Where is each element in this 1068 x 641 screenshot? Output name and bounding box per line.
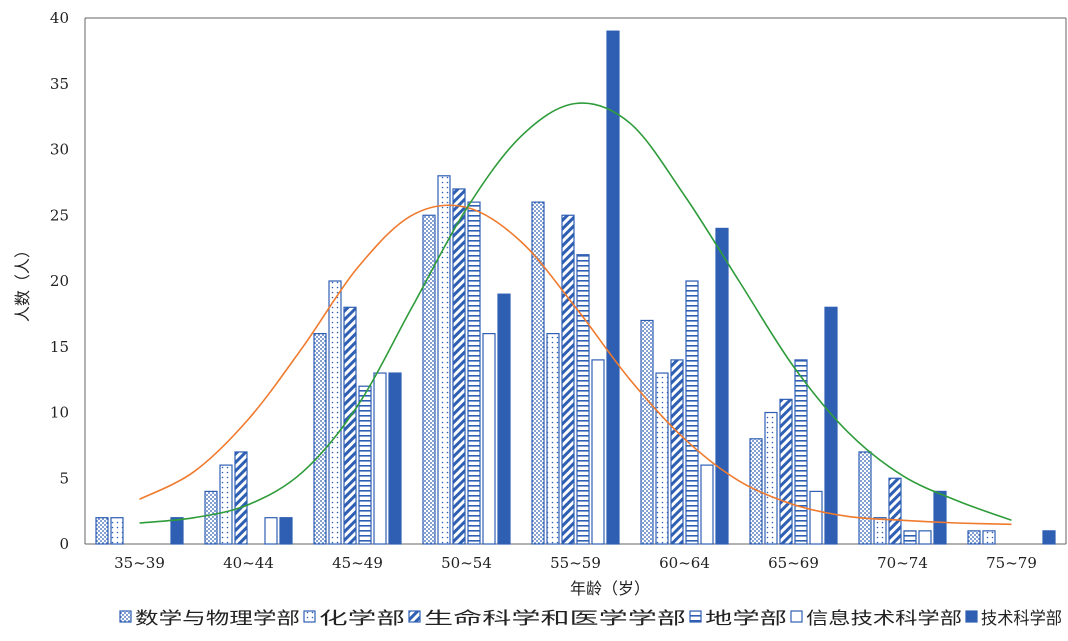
bar	[873, 517, 887, 545]
y-tick-label: 10	[50, 404, 69, 422]
bar	[343, 306, 357, 545]
y-tick-label: 5	[59, 469, 69, 487]
bar	[824, 306, 838, 545]
bar	[685, 280, 699, 545]
trend-curve	[139, 102, 1012, 524]
legend-swatch	[408, 610, 421, 623]
x-tick-label: 75~79	[986, 554, 1037, 572]
y-tick-label: 15	[50, 338, 69, 356]
bar	[546, 333, 560, 545]
bar	[700, 464, 714, 545]
x-axis-title: 年龄（岁）	[570, 579, 650, 598]
bar	[497, 293, 511, 545]
bar	[264, 517, 278, 545]
bar	[809, 490, 823, 545]
legend-label: 化学部	[319, 609, 405, 629]
legend-label: 生命科学和医学学部	[424, 609, 686, 629]
bar	[95, 517, 109, 545]
bar	[170, 517, 184, 545]
x-tick-label: 60~64	[659, 554, 710, 572]
bar	[640, 319, 654, 545]
bar	[388, 372, 402, 545]
y-axis-title: 人数（人）	[13, 242, 32, 322]
bar	[452, 188, 466, 545]
bar	[967, 530, 981, 545]
bar	[234, 451, 248, 545]
bar	[794, 359, 808, 545]
x-tick-label: 70~74	[877, 554, 928, 572]
bar	[110, 517, 124, 545]
bar	[779, 398, 793, 545]
legend-swatch	[119, 610, 132, 623]
bar	[749, 438, 763, 545]
trend-curve	[139, 204, 1012, 526]
curves-group	[139, 102, 1012, 526]
bars-group	[95, 30, 1056, 545]
legend-swatch	[965, 610, 978, 623]
legend-label: 数学与物理学部	[135, 609, 300, 629]
bar	[1042, 530, 1056, 545]
bar	[918, 530, 932, 545]
x-tick-label: 55~59	[550, 554, 601, 572]
bar	[482, 333, 496, 545]
x-tick-label: 40~44	[223, 554, 274, 572]
axes: 0 5 10 15 20 25 30 35 40 35~39 40~44 45~49 50~54 55~5…	[50, 9, 1067, 572]
bar	[903, 530, 917, 545]
bar	[576, 254, 590, 545]
legend-label: 技术科学部	[981, 609, 1062, 629]
bar	[358, 385, 372, 545]
bar	[670, 359, 684, 545]
bar	[531, 201, 545, 545]
y-tick-label: 30	[50, 141, 69, 159]
y-tick-label: 40	[50, 9, 69, 27]
bar	[279, 517, 293, 545]
bar	[219, 464, 233, 545]
bar	[467, 201, 481, 545]
y-tick-label: 25	[50, 206, 69, 224]
x-tick-label: 65~69	[768, 554, 819, 572]
bar	[933, 490, 947, 545]
legend-swatch	[689, 610, 702, 623]
bar	[422, 214, 436, 545]
bar	[655, 372, 669, 545]
legend-swatch	[790, 610, 803, 623]
x-tick-label: 45~49	[332, 554, 383, 572]
x-tick-label: 35~39	[114, 554, 165, 572]
bar	[888, 477, 902, 545]
legend-swatch	[303, 610, 316, 623]
bar	[715, 227, 729, 545]
bar	[373, 372, 387, 545]
bar	[982, 530, 996, 545]
bar	[606, 30, 620, 545]
legend: 数学与物理学部 化学部 生命科学和医学学部 地学部 信息技术科学部 技术科学部	[119, 609, 1062, 629]
y-tick-label: 0	[59, 535, 69, 553]
bar	[561, 214, 575, 545]
bar	[437, 175, 451, 545]
bar	[764, 411, 778, 545]
bar	[313, 333, 327, 545]
legend-label: 信息技术科学部	[806, 609, 962, 629]
bar	[591, 359, 605, 545]
y-tick-label: 20	[50, 272, 69, 290]
bar	[858, 451, 872, 545]
bar	[328, 280, 342, 545]
y-tick-label: 35	[50, 75, 69, 93]
legend-label: 地学部	[705, 609, 787, 629]
x-tick-label: 50~54	[441, 554, 492, 572]
bar	[204, 490, 218, 545]
